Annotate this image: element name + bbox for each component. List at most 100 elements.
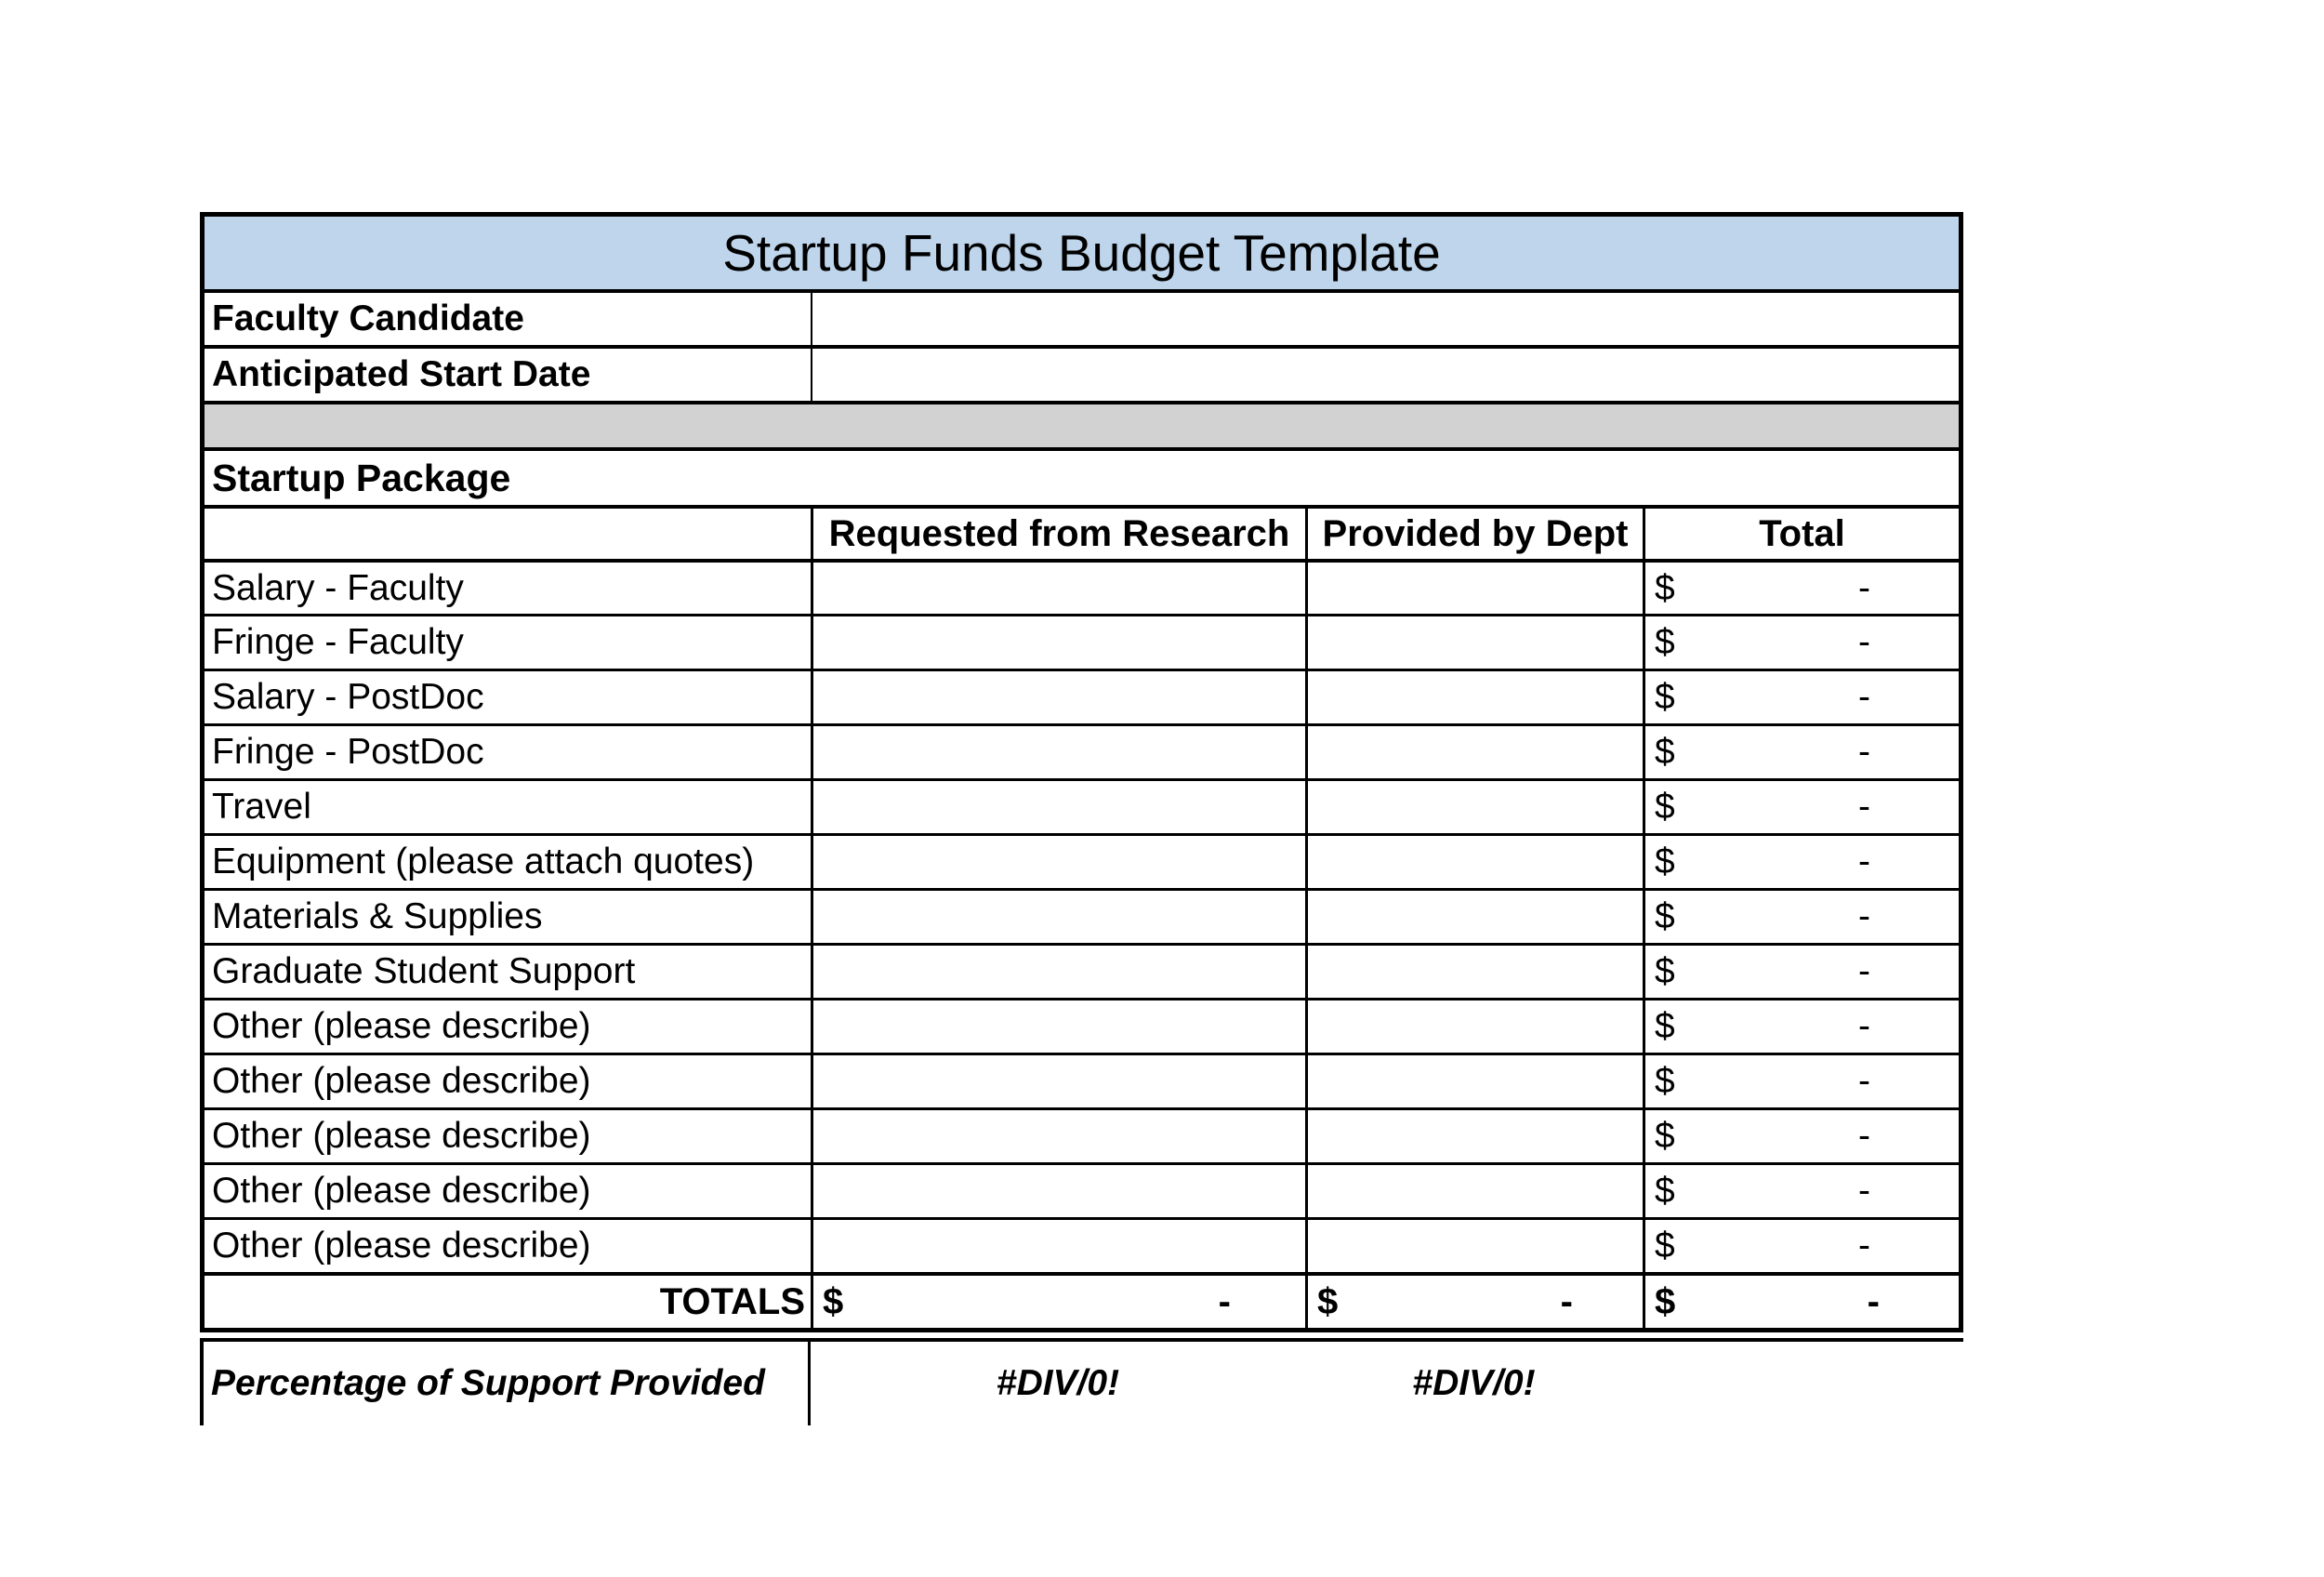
- currency-symbol: $: [1655, 842, 1675, 881]
- requested-input[interactable]: [811, 671, 1305, 723]
- total-cell: $ -: [1643, 891, 1959, 943]
- provided-input[interactable]: [1305, 836, 1643, 888]
- provided-input[interactable]: [1305, 781, 1643, 833]
- provided-input[interactable]: [1305, 1055, 1643, 1107]
- table-row: Other (please describe) $ -: [205, 1107, 1959, 1162]
- requested-input[interactable]: [811, 563, 1305, 614]
- currency-symbol: $: [1655, 1116, 1675, 1156]
- provided-input[interactable]: [1305, 1220, 1643, 1272]
- totals-label: TOTALS: [659, 1280, 805, 1322]
- total-cell: $ -: [1643, 726, 1959, 778]
- totals-row: TOTALS $ - $ - $ -: [205, 1272, 1959, 1328]
- section-header: Startup Package: [212, 456, 511, 499]
- currency-symbol: $: [1655, 677, 1675, 717]
- row-label: Salary - PostDoc: [212, 677, 484, 717]
- table-row: Travel $ -: [205, 778, 1959, 833]
- provided-input[interactable]: [1305, 946, 1643, 998]
- column-header-total: Total: [1643, 509, 1959, 559]
- table-row: Materials & Supplies $ -: [205, 888, 1959, 943]
- faculty-candidate-input[interactable]: [811, 293, 1959, 345]
- requested-input[interactable]: [811, 781, 1305, 833]
- table-row: Graduate Student Support $ -: [205, 943, 1959, 998]
- total-value: -: [1858, 732, 1870, 772]
- column-header-requested: Requested from Research: [811, 509, 1305, 559]
- provided-input[interactable]: [1305, 1001, 1643, 1053]
- requested-input[interactable]: [811, 891, 1305, 943]
- total-value: -: [1858, 622, 1870, 662]
- currency-symbol: $: [1655, 732, 1675, 772]
- table-row: Fringe - Faculty $ -: [205, 614, 1959, 669]
- requested-input[interactable]: [811, 616, 1305, 669]
- total-cell: $ -: [1643, 781, 1959, 833]
- currency-symbol: $: [1655, 896, 1675, 936]
- requested-input[interactable]: [811, 1165, 1305, 1217]
- total-value: -: [1858, 677, 1870, 717]
- row-label: Materials & Supplies: [212, 896, 543, 936]
- percentage-provided-error: #DIV/0!: [1412, 1363, 1536, 1403]
- provided-input[interactable]: [1305, 563, 1643, 614]
- row-label: Other (please describe): [212, 1171, 591, 1211]
- provided-input[interactable]: [1305, 1110, 1643, 1162]
- total-cell: $ -: [1643, 563, 1959, 614]
- total-value: -: [1858, 1061, 1870, 1101]
- row-label: Other (please describe): [212, 1226, 591, 1266]
- row-label: Fringe - Faculty: [212, 622, 464, 662]
- total-cell: $ -: [1643, 671, 1959, 723]
- row-label: Other (please describe): [212, 1006, 591, 1046]
- row-label: Other (please describe): [212, 1116, 591, 1156]
- table-row: Salary - Faculty $ -: [205, 559, 1959, 614]
- percentage-requested-error: #DIV/0!: [996, 1363, 1120, 1403]
- requested-input[interactable]: [811, 1220, 1305, 1272]
- requested-input[interactable]: [811, 1110, 1305, 1162]
- row-label: Fringe - PostDoc: [212, 732, 484, 772]
- total-cell: $ -: [1643, 946, 1959, 998]
- table-row: Other (please describe) $ -: [205, 1217, 1959, 1272]
- total-cell: $ -: [1643, 1001, 1959, 1053]
- row-label: Graduate Student Support: [212, 951, 636, 991]
- totals-requested-cell: $ -: [811, 1276, 1305, 1328]
- provided-input[interactable]: [1305, 891, 1643, 943]
- currency-symbol: $: [1655, 787, 1675, 827]
- currency-symbol: $: [1655, 951, 1675, 991]
- provided-input[interactable]: [1305, 616, 1643, 669]
- currency-symbol: $: [823, 1280, 844, 1322]
- table-row: Fringe - PostDoc $ -: [205, 723, 1959, 778]
- total-value: -: [1858, 567, 1870, 608]
- currency-symbol: $: [1655, 622, 1675, 662]
- totals-requested-value: -: [1218, 1280, 1231, 1322]
- provided-input[interactable]: [1305, 726, 1643, 778]
- totals-total-value: -: [1867, 1280, 1880, 1322]
- total-value: -: [1858, 787, 1870, 827]
- requested-input[interactable]: [811, 946, 1305, 998]
- total-value: -: [1858, 1171, 1870, 1211]
- total-value: -: [1858, 1116, 1870, 1156]
- start-date-input[interactable]: [811, 349, 1959, 401]
- total-cell: $ -: [1643, 836, 1959, 888]
- row-label: Travel: [212, 787, 311, 827]
- total-value: -: [1858, 1226, 1870, 1266]
- total-cell: $ -: [1643, 616, 1959, 669]
- provided-input[interactable]: [1305, 671, 1643, 723]
- total-cell: $ -: [1643, 1055, 1959, 1107]
- budget-template-sheet: Startup Funds Budget Template Faculty Ca…: [200, 212, 1963, 1425]
- currency-symbol: $: [1655, 1061, 1675, 1101]
- table-row: Equipment (please attach quotes) $ -: [205, 833, 1959, 888]
- totals-provided-cell: $ -: [1305, 1276, 1643, 1328]
- total-cell: $ -: [1643, 1165, 1959, 1217]
- column-header-item: [205, 509, 811, 559]
- requested-input[interactable]: [811, 1055, 1305, 1107]
- currency-symbol: $: [1655, 1006, 1675, 1046]
- budget-table: Startup Funds Budget Template Faculty Ca…: [200, 212, 1963, 1332]
- row-label: Salary - Faculty: [212, 567, 464, 608]
- totals-total-cell: $ -: [1643, 1276, 1959, 1328]
- double-border-line: [200, 1338, 1963, 1342]
- column-header-row: Requested from Research Provided by Dept…: [205, 505, 1959, 559]
- requested-input[interactable]: [811, 726, 1305, 778]
- provided-input[interactable]: [1305, 1165, 1643, 1217]
- column-header-provided: Provided by Dept: [1305, 509, 1643, 559]
- requested-input[interactable]: [811, 836, 1305, 888]
- faculty-candidate-row: Faculty Candidate: [205, 289, 1959, 345]
- requested-input[interactable]: [811, 1001, 1305, 1053]
- percentage-label: Percentage of Support Provided: [204, 1342, 811, 1425]
